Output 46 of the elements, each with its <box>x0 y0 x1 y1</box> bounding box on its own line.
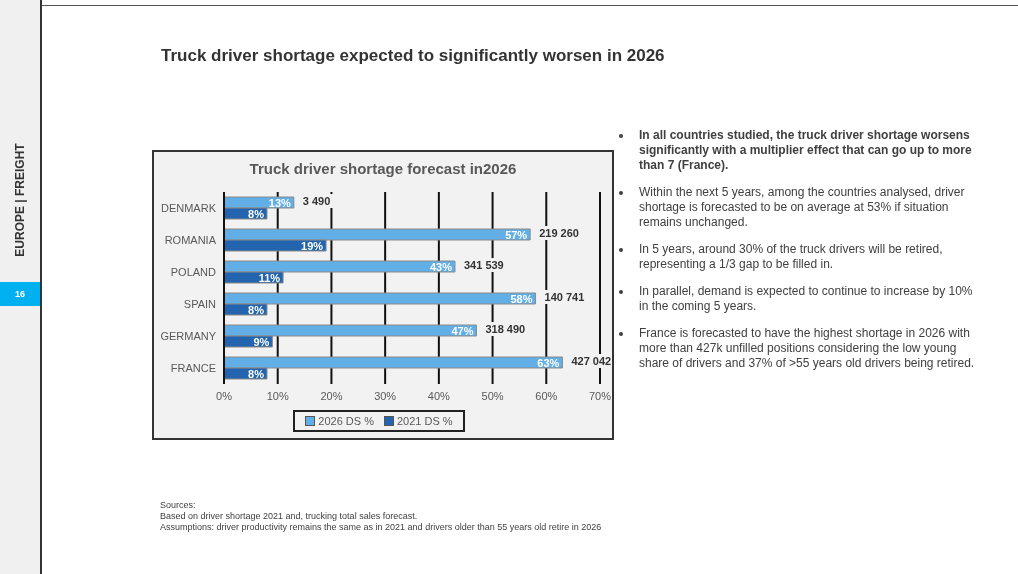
annotation: 318 490 <box>485 323 526 335</box>
chart-title: Truck driver shortage expected to significantly worsen in 2026 <box>161 46 665 66</box>
x-tick-label: 0% <box>216 389 233 402</box>
annotation: 341 539 <box>463 259 504 271</box>
data-label: 8% <box>248 303 265 316</box>
text: 16 <box>0 282 40 306</box>
x-tick-label: 50% <box>481 389 504 402</box>
data-label: 9% <box>253 335 270 348</box>
x-tick-label: 10% <box>266 389 289 402</box>
x-tick-label: 70% <box>588 389 612 402</box>
text: In parallel, demand is expected to continue to increase by 10% in the coming 5 years. <box>639 284 974 314</box>
annotation: 140 741 <box>544 291 585 303</box>
data-label: 57% <box>505 228 528 241</box>
annotation: 427 042 <box>571 355 612 367</box>
data-label: 11% <box>258 271 281 284</box>
text: In all countries studied, the truck driver shortage worsens significantly with a multiplier effect that can go up to more than 7 (France). <box>639 128 973 173</box>
data-label: 13% <box>268 196 292 209</box>
x-tick-label: 60% <box>535 389 558 402</box>
y-tick-label: DENMARK <box>160 201 217 214</box>
x-tick-label: 40% <box>427 389 451 402</box>
text: Within the next 5 years, among the countries analysed, driver shortage is forecasted to be on average at 53% if situation remains unchanged. <box>639 185 966 230</box>
data-label: 8% <box>248 207 265 220</box>
y-tick-label: GERMANY <box>160 329 217 342</box>
text: France is forecasted to have the highest shortage in 2026 with more than 427k unfilled positions considering the low young share of drivers and 37% of >55 years old drivers being retired. <box>639 326 976 371</box>
data-label: 43% <box>429 260 453 273</box>
data-label: 47% <box>451 324 474 337</box>
y-tick-label: ROMANIA <box>164 233 217 246</box>
data-label: 58% <box>510 292 533 305</box>
x-tick-label: 20% <box>320 389 343 402</box>
annotation: 219 260 <box>539 227 579 239</box>
text: In 5 years, around 30% of the truck drivers will be retired, representing a 1/3 gap to be filled in. <box>639 242 944 272</box>
y-tick-label: SPAIN <box>183 297 217 310</box>
source-note: Sources: <box>160 500 197 511</box>
text: EUROPE | FREIGHT <box>13 143 27 257</box>
y-tick-label: FRANCE <box>170 361 216 374</box>
data-label: 19% <box>301 239 324 252</box>
y-tick-label: POLAND <box>170 265 217 278</box>
x-tick-label: 30% <box>374 389 397 402</box>
legend-label: 2026 DS % <box>317 415 374 427</box>
chart-subtitle: Truck driver shortage forecast in2026 <box>248 160 518 177</box>
text: Assumptions: driver productivity remains the same as in 2021 and drivers older than 55 years old retire in 2026 <box>160 522 602 533</box>
data-label: 63% <box>537 356 560 369</box>
annotation: 3 490 <box>302 195 331 207</box>
data-label: 8% <box>248 367 265 380</box>
legend-label: 2021 DS % <box>396 415 453 427</box>
text: Based on driver shortage 2021 and, trucking total sales forecast. <box>160 511 419 522</box>
